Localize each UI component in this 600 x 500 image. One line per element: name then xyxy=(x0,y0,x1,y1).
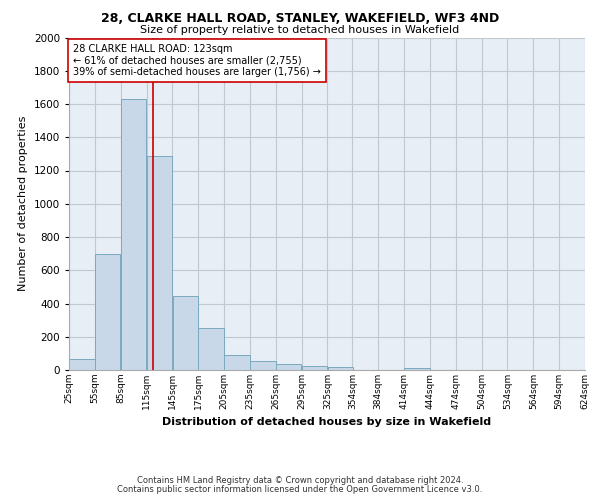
Text: Contains public sector information licensed under the Open Government Licence v3: Contains public sector information licen… xyxy=(118,484,482,494)
Y-axis label: Number of detached properties: Number of detached properties xyxy=(18,116,28,292)
Bar xyxy=(173,296,198,370)
Text: Contains HM Land Registry data © Crown copyright and database right 2024.: Contains HM Land Registry data © Crown c… xyxy=(137,476,463,485)
Bar xyxy=(276,364,301,370)
Bar xyxy=(404,368,430,370)
Text: Size of property relative to detached houses in Wakefield: Size of property relative to detached ho… xyxy=(140,25,460,35)
Bar xyxy=(199,328,224,370)
Bar xyxy=(250,361,275,370)
X-axis label: Distribution of detached houses by size in Wakefield: Distribution of detached houses by size … xyxy=(163,418,491,428)
Bar xyxy=(328,367,353,370)
Bar xyxy=(224,356,250,370)
Text: 28, CLARKE HALL ROAD, STANLEY, WAKEFIELD, WF3 4ND: 28, CLARKE HALL ROAD, STANLEY, WAKEFIELD… xyxy=(101,12,499,26)
Text: 28 CLARKE HALL ROAD: 123sqm
← 61% of detached houses are smaller (2,755)
39% of : 28 CLARKE HALL ROAD: 123sqm ← 61% of det… xyxy=(73,44,321,78)
Bar xyxy=(147,156,172,370)
Bar xyxy=(95,254,121,370)
Bar xyxy=(121,99,146,370)
Bar xyxy=(302,366,327,370)
Bar xyxy=(69,359,95,370)
